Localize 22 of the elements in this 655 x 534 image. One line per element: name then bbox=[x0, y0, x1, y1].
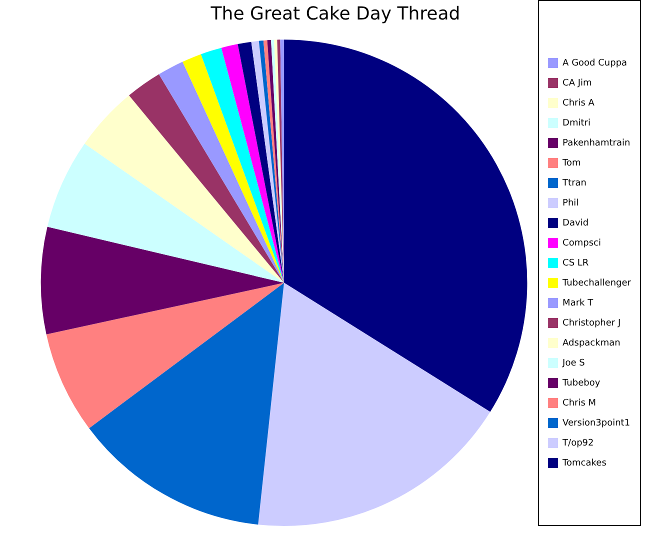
legend-label: Mark T bbox=[562, 298, 594, 308]
legend-label: CA Jim bbox=[562, 78, 592, 88]
legend-label: Ttran bbox=[562, 178, 587, 188]
legend-label: Pakenhamtrain bbox=[562, 138, 630, 148]
legend-label: Version3point1 bbox=[562, 418, 630, 428]
legend-label: Phil bbox=[562, 198, 579, 208]
legend-label: Compsci bbox=[562, 238, 601, 248]
legend-label: Tubeboy bbox=[562, 378, 601, 388]
legend-label: Christopher J bbox=[562, 318, 621, 328]
legend-label: Chris A bbox=[562, 98, 596, 108]
legend-label: A Good Cuppa bbox=[562, 58, 628, 68]
legend-label: Adspackman bbox=[562, 338, 620, 348]
legend-label: Joe S bbox=[562, 358, 586, 368]
legend-label: Tubechallenger bbox=[562, 278, 632, 288]
legend-label: T/op92 bbox=[562, 438, 594, 448]
legend-label: CS LR bbox=[562, 258, 589, 268]
legend-label: Chris M bbox=[562, 398, 596, 408]
legend-label: Tomcakes bbox=[562, 458, 607, 468]
chart-title: The Great Cake Day Thread bbox=[210, 3, 460, 24]
legend-label: David bbox=[562, 218, 589, 228]
legend-label: Tom bbox=[562, 158, 581, 168]
legend-label: Dmitri bbox=[562, 118, 590, 128]
